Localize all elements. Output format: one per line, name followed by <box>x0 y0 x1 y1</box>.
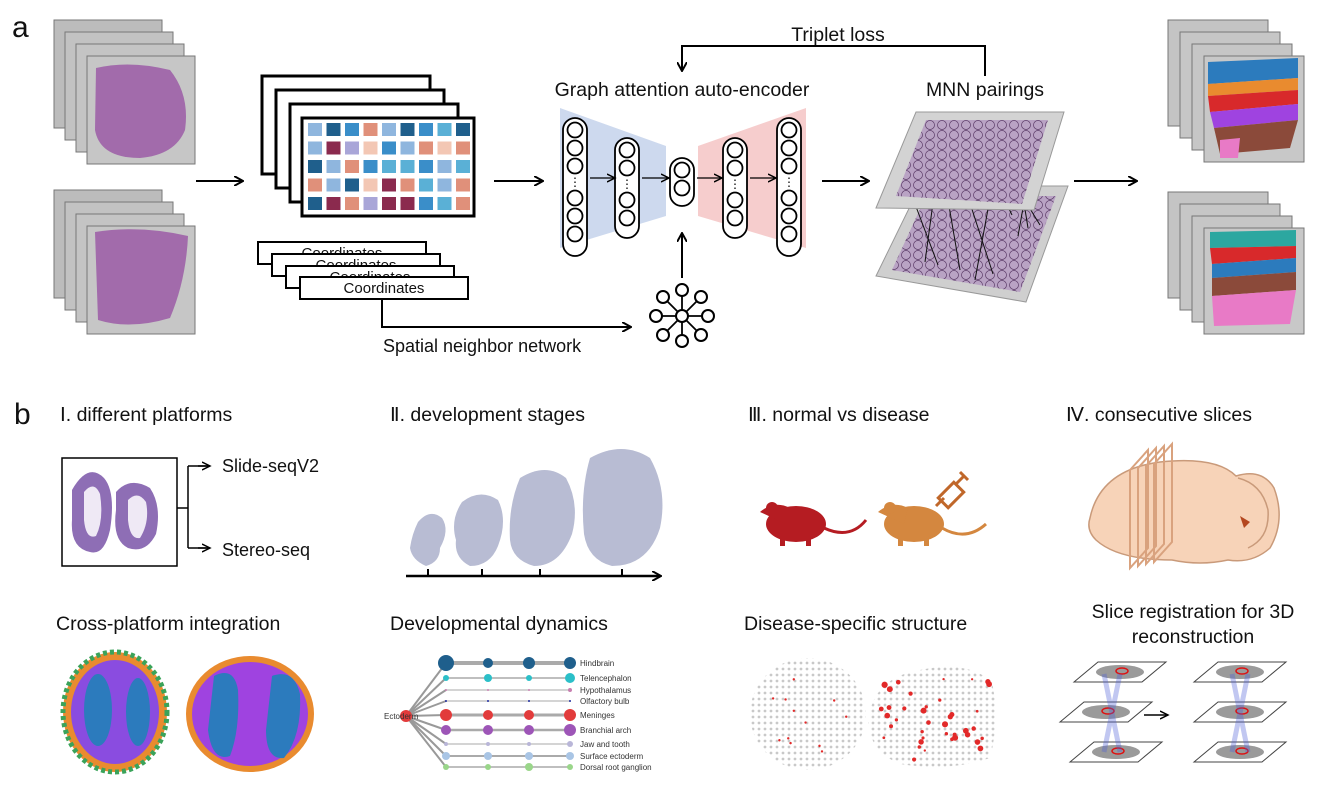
encoder-title: Graph attention auto-encoder <box>555 79 810 101</box>
lineage-legend-label: Hindbrain <box>580 659 614 668</box>
tissue-stack-bottom <box>53 189 196 335</box>
autoencoder: ⋮ ⋮ ⋮ ⋮ <box>560 108 806 257</box>
coords-label-4: Coordinates <box>344 280 425 297</box>
cross-platform-clusters <box>60 649 314 775</box>
section-4-title: Ⅳ. consecutive slices <box>1066 404 1252 426</box>
lineage-legend-label: Hypothalamus <box>580 686 631 695</box>
lineage-legend-label: Telencephalon <box>580 674 632 683</box>
lineage-tree: Hindbrain Telencephalon Hypothalamus Olfact… <box>400 655 652 772</box>
section-4-subtitle-line1: Slice registration for 3D <box>1092 601 1295 623</box>
section-4-subtitle-line2: reconstruction <box>1132 626 1254 648</box>
lineage-legend-label: Olfactory bulb <box>580 697 630 706</box>
triplet-loss-arrow <box>682 45 986 76</box>
arrow-coords-network <box>381 300 630 327</box>
section-1-subtitle: Cross-platform integration <box>56 613 280 635</box>
mnn-title: MNN pairings <box>926 79 1044 101</box>
lineage-legend-label: Surface ectoderm <box>580 752 643 761</box>
platform-slide-seqv2: Slide-seqV2 <box>222 456 319 476</box>
svg-text:⋮: ⋮ <box>569 175 581 189</box>
embryo-stages <box>410 449 663 566</box>
platform-stereo-seq: Stereo-seq <box>222 540 310 560</box>
lineage-legend-label: Meninges <box>580 711 615 720</box>
svg-text:⋮: ⋮ <box>621 177 633 191</box>
section-3-title: Ⅲ. normal vs disease <box>748 404 929 426</box>
section-3-subtitle: Disease-specific structure <box>744 613 967 635</box>
mouse-disease <box>878 502 988 546</box>
section-1-title: Ⅰ. different platforms <box>60 404 233 426</box>
svg-text:⋮: ⋮ <box>729 177 741 191</box>
mnn-planes <box>875 111 1069 303</box>
tissue-stack-top <box>53 19 196 165</box>
svg-text:⋮: ⋮ <box>783 175 795 189</box>
disease-spatial-maps <box>750 658 996 770</box>
lineage-root-label: Ectoderm <box>384 712 419 721</box>
syringe-icon <box>934 470 970 510</box>
spatial-network-label: Spatial neighbor network <box>383 336 582 356</box>
coordinates-stack: Coordinates Coordinates Coordinates Coor… <box>257 241 469 300</box>
lineage-legend-label: Branchial arch <box>580 726 631 735</box>
mouse-normal <box>760 502 868 546</box>
expression-matrix-stack <box>260 74 476 218</box>
platform-image <box>61 457 178 567</box>
lineage-legend-label: Jaw and tooth <box>580 740 630 749</box>
network-icon <box>649 283 715 348</box>
triplet-loss-label: Triplet loss <box>791 24 885 46</box>
lineage-legend-label: Dorsal root ganglion <box>580 763 652 772</box>
panel-b-letter: b <box>14 398 31 431</box>
brain-slices <box>1088 441 1280 571</box>
slice-registration <box>1058 661 1288 763</box>
clustered-stack-bottom <box>1167 191 1305 335</box>
clustered-stack-top <box>1167 19 1305 163</box>
panel-a-letter: a <box>12 11 29 44</box>
section-2-title: Ⅱ. development stages <box>390 404 585 426</box>
section-2-subtitle: Developmental dynamics <box>390 613 608 635</box>
